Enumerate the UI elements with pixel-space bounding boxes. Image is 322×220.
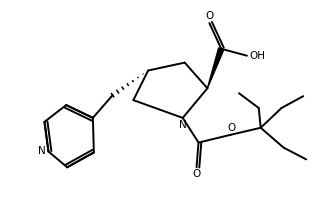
Text: N: N xyxy=(179,120,186,130)
Text: O: O xyxy=(193,169,201,179)
Text: O: O xyxy=(227,123,235,133)
Text: O: O xyxy=(205,11,213,21)
Polygon shape xyxy=(207,48,224,88)
Text: N: N xyxy=(38,147,45,156)
Text: OH: OH xyxy=(249,51,265,61)
